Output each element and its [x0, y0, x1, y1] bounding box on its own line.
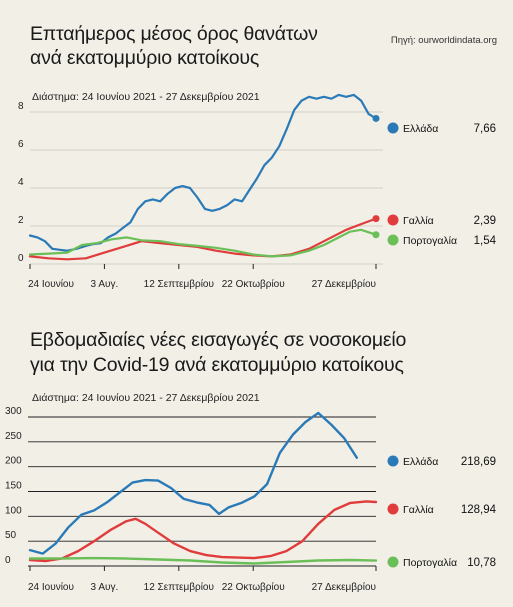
chart2-legend-label-0: Ελλάδα	[403, 456, 438, 468]
chart1-series-endpoint-0	[372, 114, 380, 122]
chart2-xtick-label: 27 Δεκεμβρίου	[312, 581, 376, 593]
chart1-ytick-label: 4	[18, 177, 24, 188]
chart1-ytick-label: 0	[18, 253, 24, 264]
chart1-xtick-label: 24 Ιουνίου	[28, 278, 74, 290]
chart2-ytick-label: 50	[5, 530, 17, 541]
chart1-legend-value-0: 7,66	[474, 123, 496, 135]
chart1-legend-value-2: 1,54	[474, 235, 497, 247]
chart2-xtick-label: 22 Οκτωβρίου	[222, 581, 285, 593]
chart1-xtick-label: 22 Οκτωβρίου	[222, 278, 285, 290]
chart1-ytick-label: 8	[18, 101, 24, 112]
chart2-title-line1: Εβδομαδιαίες νέες εισαγωγές σε νοσοκομεί…	[30, 329, 407, 351]
chart1-subtitle: Διάστημα: 24 Ιουνίου 2021 - 27 Δεκεμβρίο…	[32, 91, 260, 103]
chart1-legend-label-2: Πορτογαλία	[403, 235, 457, 247]
chart2-legend-label-2: Πορτογαλία	[403, 557, 457, 569]
chart2-ytick-label: 100	[5, 505, 22, 516]
chart2-legend-value-0: 218,69	[461, 456, 496, 468]
chart2-ytick-label: 300	[5, 406, 22, 417]
chart1-legend-marker-2	[387, 234, 399, 246]
chart1-series-line-0	[28, 93, 378, 252]
chart1-title-line2: ανά εκατομμύριο κατοίκους	[30, 47, 260, 69]
chart1-series-line-2	[28, 228, 378, 258]
chart1-legend-marker-0	[387, 122, 399, 134]
chart2-ytick-label: 250	[5, 431, 22, 442]
source-label: Πηγή: ourworldindata.org	[390, 35, 497, 46]
chart1-ytick-label: 2	[18, 215, 24, 226]
chart2-series-line-0	[28, 411, 358, 555]
chart1-series-endpoint-2	[372, 231, 380, 239]
chart1-ytick-label: 6	[18, 139, 24, 150]
chart2-series-line-2	[28, 556, 378, 565]
chart1-xtick-label: 27 Δεκεμβρίου	[312, 278, 376, 290]
chart2-xtick-label: 12 Σεπτεμβρίου	[144, 581, 214, 593]
chart2-legend-value-1: 128,94	[461, 504, 497, 516]
chart2-xtick-label: 3 Αυγ.	[91, 582, 119, 593]
chart2-ytick-label: 200	[5, 456, 22, 467]
chart1-title-line1: Επταήμερος μέσος όρος θανάτων	[30, 23, 318, 45]
chart2-series-line-1	[28, 500, 378, 563]
chart1-xtick-label: 12 Σεπτεμβρίου	[144, 278, 214, 290]
chart1-legend-label-1: Γαλλία	[403, 215, 434, 227]
chart2-ytick-label: 150	[5, 481, 22, 492]
chart1-legend-value-1: 2,39	[474, 215, 496, 227]
chart1-legend-marker-1	[387, 214, 399, 226]
chart2-subtitle: Διάστημα: 24 Ιουνίου 2021 - 27 Δεκεμβρίο…	[32, 392, 260, 404]
chart1-legend-label-0: Ελλάδα	[403, 123, 438, 135]
chart2-title-line2: για την Covid-19 ανά εκατομμύριο κατοίκο…	[30, 354, 404, 376]
chart1-series-line-1	[28, 217, 378, 261]
chart2-legend-marker-0	[387, 455, 399, 467]
chart2-legend-marker-2	[387, 556, 399, 568]
chart1-series-endpoint-1	[372, 215, 380, 223]
chart1-xtick-label: 3 Αυγ.	[91, 279, 119, 290]
chart2-legend-value-2: 10,78	[467, 557, 496, 569]
chart2-legend-label-1: Γαλλία	[403, 504, 434, 516]
chart2-legend-marker-1	[387, 503, 399, 515]
chart2-ytick-label: 0	[5, 555, 11, 566]
chart2-xtick-label: 24 Ιουνίου	[28, 581, 74, 593]
